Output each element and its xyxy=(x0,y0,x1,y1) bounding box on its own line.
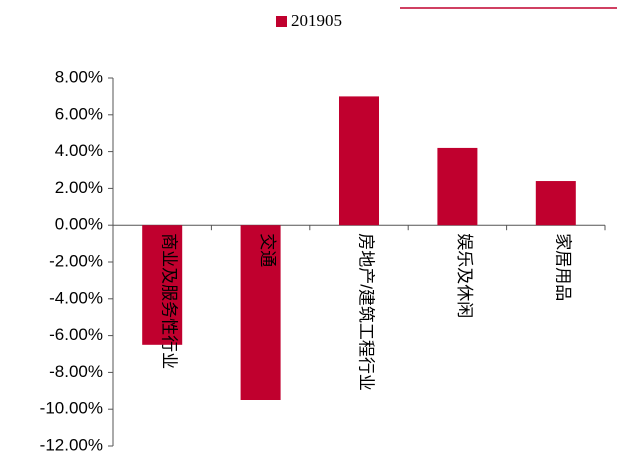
legend-label: 201905 xyxy=(291,11,342,30)
bar xyxy=(437,147,478,226)
y-tick-label: 6.00% xyxy=(55,104,103,123)
x-tick-label: 商业及服务性行业 xyxy=(160,233,179,369)
bar xyxy=(339,96,379,226)
y-tick-label: 0.00% xyxy=(55,215,103,234)
x-tick-label: 娱乐及休闲 xyxy=(455,233,474,318)
x-tick-label: 交通 xyxy=(258,233,277,267)
y-tick-label: -10.00% xyxy=(40,399,103,418)
y-tick-label: -8.00% xyxy=(49,362,103,381)
y-tick-label: 4.00% xyxy=(55,141,103,160)
bar xyxy=(535,181,576,226)
y-tick-label: 8.00% xyxy=(55,67,103,86)
y-tick-label: 2.00% xyxy=(55,178,103,197)
y-tick-label: -2.00% xyxy=(49,251,103,270)
bar xyxy=(142,225,183,345)
y-tick-label: -6.00% xyxy=(49,325,103,344)
legend-swatch xyxy=(276,16,287,27)
x-tick-label: 房地产/建筑工程行业 xyxy=(357,233,376,391)
y-tick-label: -4.00% xyxy=(49,288,103,307)
bar xyxy=(240,225,281,400)
x-tick-label: 家居用品 xyxy=(553,233,572,301)
y-tick-label: -12.00% xyxy=(40,435,103,454)
